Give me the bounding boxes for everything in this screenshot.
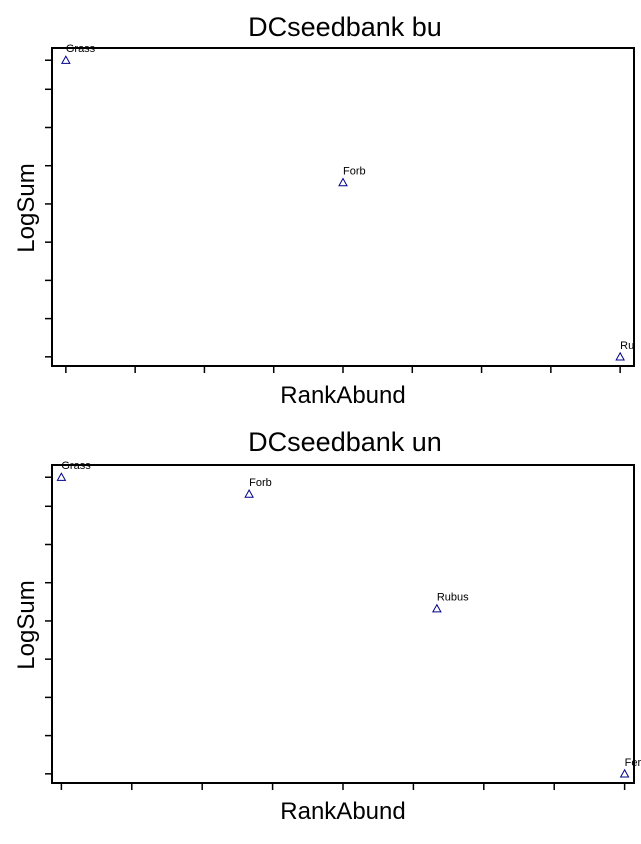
data-points: Grass Forb Ru [61, 43, 634, 361]
y-axis-label: LogSum [13, 163, 40, 252]
data-point-label: Fer [625, 757, 641, 769]
tick-marks [45, 59, 621, 373]
data-point-label: Grass [61, 460, 91, 472]
chart-panel-bottom: DCseedbank un Grass Forb Rubus Fer RankAbun… [13, 427, 641, 825]
data-point-label: Ru [620, 340, 634, 352]
data-point-marker [619, 768, 630, 778]
data-point-label: Forb [343, 166, 366, 178]
x-axis-label: RankAbund [280, 382, 405, 409]
chart-title: DCseedbank un [248, 427, 442, 457]
data-point-marker [56, 472, 67, 481]
data-point-marker [432, 603, 442, 613]
data-point-marker [61, 55, 71, 64]
chart-title: DCseedbank bu [248, 12, 442, 42]
data-point-label: Forb [249, 477, 272, 489]
data-points: Grass Forb Rubus Fer [56, 460, 641, 778]
data-point-marker [244, 489, 254, 498]
plot-frame [51, 47, 635, 367]
plot-frame [51, 464, 635, 784]
tick-marks [45, 476, 626, 790]
x-axis-label: RankAbund [280, 798, 405, 825]
chart-panel-top: DCseedbank bu Grass Forb Ru RankAbund LogS… [13, 12, 635, 409]
data-point-marker [615, 351, 625, 361]
y-axis-label: LogSum [13, 580, 40, 669]
data-point-label: Grass [66, 43, 96, 55]
data-point-marker [338, 177, 348, 187]
data-point-label: Rubus [437, 592, 469, 604]
